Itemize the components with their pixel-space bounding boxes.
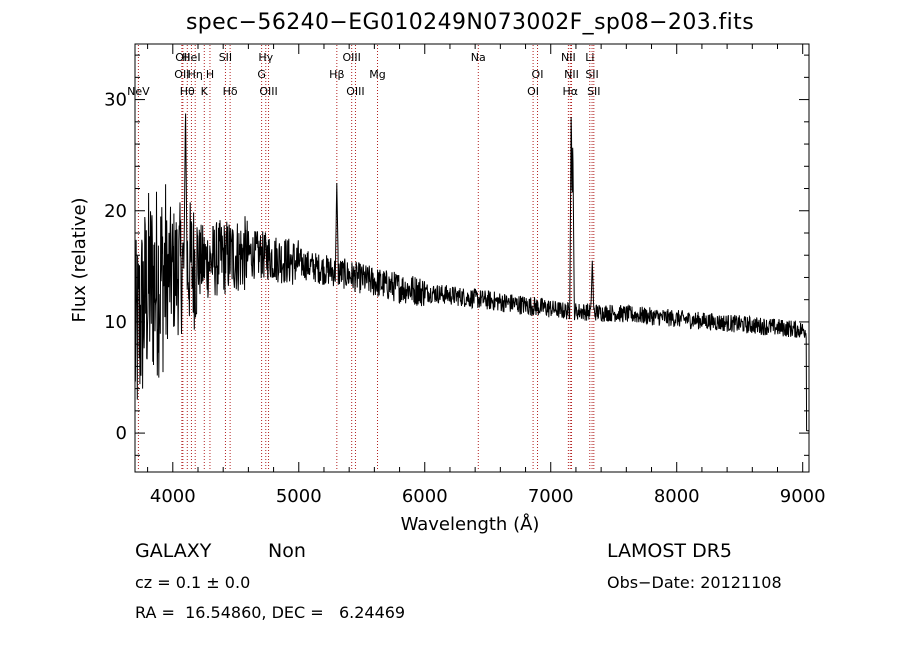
line-marker-label: G: [257, 68, 266, 81]
line-marker-label: NII: [561, 51, 576, 64]
y-axis-label: Flux (relative): [69, 197, 90, 322]
spectrum-line: [134, 113, 810, 432]
line-marker-label: SII: [585, 68, 598, 81]
line-marker-label: OIII: [346, 85, 364, 98]
line-marker-label: H: [206, 68, 214, 81]
x-tick-label: 4000: [150, 486, 196, 507]
line-marker-label: Mg: [369, 68, 385, 81]
x-axis-ticks: 4000 5000 6000 7000 8000 9000: [147, 44, 826, 507]
redshift-text: cz = 0.1 ± 0.0: [135, 573, 251, 592]
line-marker-label: K: [201, 85, 209, 98]
line-marker-label: OI: [527, 85, 539, 98]
line-marker-label: Hγ: [258, 51, 273, 64]
object-subclass: Non: [268, 540, 306, 562]
line-marker-labels: NeVOIIOIIHθHeIHηKHSIIHδHγGOIIIHβOIIIOIII…: [127, 51, 600, 98]
y-tick-label: 30: [104, 90, 127, 111]
obs-date: Obs−Date: 20121108: [607, 573, 782, 592]
survey-label: LAMOST DR5: [607, 540, 732, 562]
object-class: GALAXY: [135, 540, 212, 562]
chart-title: spec−56240−EG010249N073002F_sp08−203.fit…: [185, 10, 755, 35]
x-tick-label: 7000: [528, 486, 574, 507]
y-tick-label: 20: [104, 201, 127, 222]
line-marker-label: Hβ: [329, 68, 344, 81]
line-marker-label: OII: [175, 51, 190, 64]
x-axis-label: Wavelength (Å): [401, 513, 540, 535]
y-axis-ticks: 0 10 20 30: [104, 54, 809, 456]
line-marker-label: Li: [585, 51, 594, 64]
line-marker-label: OIII: [259, 85, 277, 98]
y-tick-label: 0: [116, 423, 127, 444]
x-tick-label: 5000: [276, 486, 322, 507]
line-marker-label: NII: [564, 68, 579, 81]
x-tick-label: 6000: [402, 486, 448, 507]
line-marker-label: OI: [532, 68, 544, 81]
x-tick-label: 9000: [780, 486, 826, 507]
line-marker-label: HeI: [182, 51, 200, 64]
line-marker-label: NeV: [127, 85, 150, 98]
line-marker-label: SII: [219, 51, 232, 64]
y-tick-label: 10: [104, 312, 127, 333]
line-marker-label: Hη: [188, 68, 203, 81]
line-marker-label: Hδ: [223, 85, 238, 98]
plot-frame: [134, 43, 810, 473]
line-marker-label: Na: [471, 51, 486, 64]
line-marker-label: Hθ: [180, 85, 195, 98]
line-marker-label: OII: [174, 68, 189, 81]
ra-dec-text: RA = 16.54860, DEC = 6.24469: [135, 603, 406, 622]
line-marker-label: SII: [587, 85, 600, 98]
line-marker-label: Hα: [562, 85, 578, 98]
line-marker-label: OIII: [342, 51, 360, 64]
x-tick-label: 8000: [654, 486, 700, 507]
